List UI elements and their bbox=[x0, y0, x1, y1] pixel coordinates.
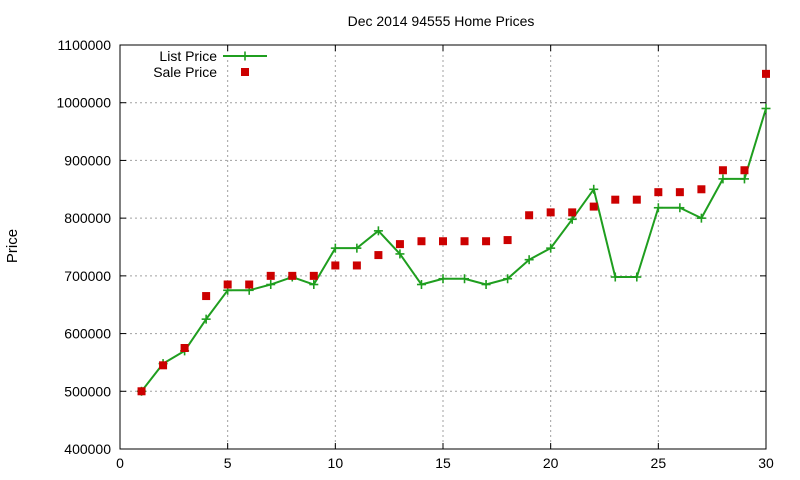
legend-square-marker bbox=[241, 68, 249, 76]
sale-price-point bbox=[503, 236, 512, 245]
list-price-point bbox=[460, 274, 470, 284]
y-tick-label: 600000 bbox=[64, 326, 111, 342]
x-tick-label: 10 bbox=[328, 455, 344, 471]
sale-price-point bbox=[202, 292, 211, 301]
x-tick-label: 20 bbox=[543, 455, 559, 471]
list-price-point bbox=[524, 255, 534, 265]
list-price-point bbox=[373, 226, 383, 236]
y-tick-label: 900000 bbox=[64, 152, 111, 168]
list-price-point bbox=[330, 243, 340, 253]
sale-price-point bbox=[223, 280, 232, 289]
list-price-point bbox=[352, 243, 362, 253]
legend-item: Sale Price bbox=[153, 64, 249, 80]
data-series bbox=[137, 69, 771, 396]
sale-price-point bbox=[611, 195, 620, 204]
sale-price-point bbox=[546, 208, 555, 217]
list-price-point bbox=[201, 314, 211, 324]
y-tick-label: 800000 bbox=[64, 210, 111, 226]
list-price-point bbox=[761, 103, 771, 113]
sale-price-point bbox=[718, 166, 727, 175]
list-price-point bbox=[266, 280, 276, 290]
series-sale-price bbox=[137, 69, 770, 396]
list-price-point bbox=[416, 280, 426, 290]
sale-price-point bbox=[309, 271, 318, 280]
sale-price-point bbox=[137, 387, 146, 396]
sale-price-point bbox=[245, 280, 254, 289]
legend-label: Sale Price bbox=[153, 64, 217, 80]
list-price-point bbox=[481, 280, 491, 290]
sale-price-point bbox=[417, 237, 426, 246]
list-price-point bbox=[589, 184, 599, 194]
sale-price-point bbox=[525, 211, 534, 220]
sale-price-point bbox=[589, 202, 598, 211]
y-tick-label: 700000 bbox=[64, 268, 111, 284]
sale-price-point bbox=[159, 361, 168, 370]
axes: 0 5 10 15 20 25 30 400000 500000 600000 700000 8000… bbox=[56, 37, 774, 471]
sale-price-point bbox=[460, 237, 469, 246]
sale-price-point bbox=[675, 188, 684, 197]
list-price-point bbox=[438, 274, 448, 284]
list-price-point bbox=[503, 274, 513, 284]
list-price-point bbox=[696, 213, 706, 223]
list-price-point bbox=[718, 174, 728, 184]
sale-price-point bbox=[568, 208, 577, 217]
x-tick-label: 25 bbox=[651, 455, 667, 471]
sale-price-point bbox=[352, 261, 361, 270]
x-tick-label: 0 bbox=[116, 455, 124, 471]
sale-price-point bbox=[288, 271, 297, 280]
list-price-point bbox=[675, 203, 685, 213]
list-price-point bbox=[395, 249, 405, 259]
legend-label: List Price bbox=[159, 48, 217, 64]
list-price-point bbox=[739, 174, 749, 184]
sale-price-point bbox=[697, 185, 706, 194]
list-price-point bbox=[309, 280, 319, 290]
sale-price-point bbox=[180, 344, 189, 352]
sale-price-point bbox=[266, 271, 275, 280]
sale-price-point bbox=[740, 166, 749, 175]
grid-lines bbox=[120, 45, 766, 449]
sale-price-point bbox=[762, 69, 770, 78]
y-tick-label: 500000 bbox=[64, 383, 111, 399]
chart-title: Dec 2014 94555 Home Prices bbox=[348, 13, 535, 29]
sale-price-point bbox=[482, 237, 491, 246]
x-tick-label: 30 bbox=[758, 455, 774, 471]
x-tick-label: 15 bbox=[435, 455, 451, 471]
list-price-point bbox=[653, 203, 663, 213]
series-list-price bbox=[137, 103, 771, 396]
sale-price-point bbox=[632, 195, 641, 204]
sale-price-point bbox=[439, 237, 447, 246]
y-tick-label: 400000 bbox=[64, 441, 111, 457]
legend-plus-marker bbox=[240, 51, 250, 61]
list-price-point bbox=[610, 272, 620, 282]
y-tick-label: 1000000 bbox=[56, 95, 111, 111]
sale-price-point bbox=[331, 261, 340, 270]
x-tick-label: 5 bbox=[224, 455, 232, 471]
list-price-point bbox=[546, 243, 556, 253]
y-axis-label: Price bbox=[4, 229, 21, 263]
sale-price-point bbox=[654, 188, 663, 197]
legend-item: List Price bbox=[159, 48, 267, 64]
sale-price-point bbox=[374, 251, 383, 260]
list-price-point bbox=[632, 272, 642, 282]
y-tick-label: 1100000 bbox=[58, 37, 112, 53]
sale-price-point bbox=[395, 240, 404, 249]
list-price-line bbox=[140, 108, 767, 392]
